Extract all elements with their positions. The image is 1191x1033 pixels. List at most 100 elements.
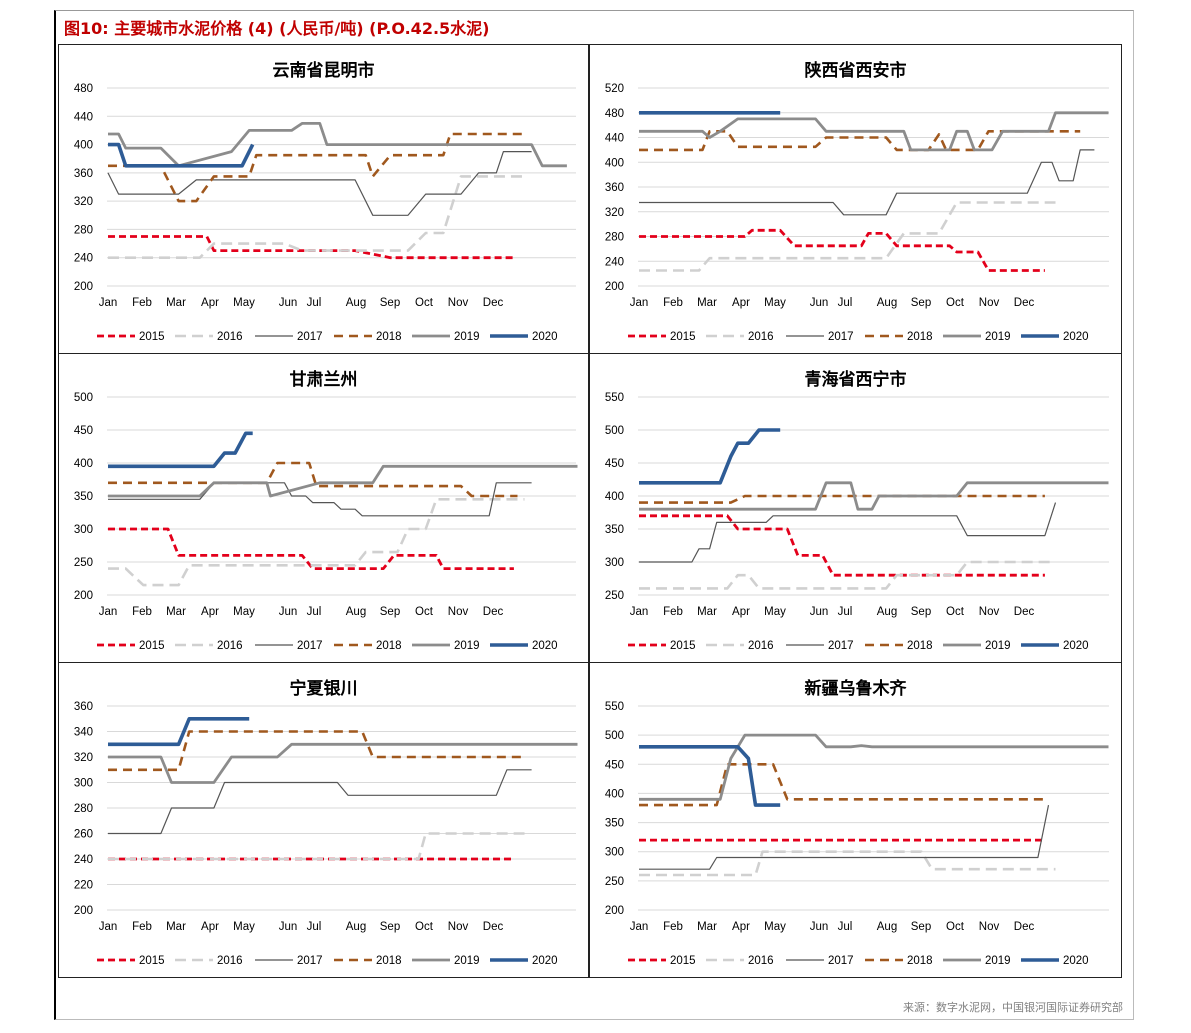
legend-label-2017: 2017 [297, 955, 323, 967]
legend-label-2018: 2018 [907, 331, 933, 343]
x-tick-label: Aug [346, 606, 366, 618]
series-line-2019 [108, 464, 578, 498]
y-tick-label: 300 [74, 778, 93, 790]
y-tick-label: 500 [74, 392, 93, 404]
y-tick-label: 550 [605, 701, 624, 713]
chart-svg: 陕西省西安市 200 240 280 320 360 400 440 480 520 Jan Feb M… [605, 60, 1109, 343]
chart-panel-xian: 陕西省西安市 200 240 280 320 360 400 440 480 520 Jan Feb M… [589, 44, 1122, 354]
x-tick-label: Dec [483, 606, 504, 618]
x-tick-label: Sep [911, 921, 931, 933]
y-tick-label: 350 [605, 524, 624, 536]
legend-label-2015: 2015 [670, 955, 696, 967]
chart-svg: 新疆乌鲁木齐 200 250 300 350 400 450 500 550 Jan Feb Mar A… [605, 678, 1109, 967]
x-tick-label: Sep [911, 606, 931, 618]
legend-label-2018: 2018 [376, 640, 402, 652]
y-tick-label: 300 [605, 847, 624, 859]
series-line-2019 [639, 733, 1109, 801]
legend-label-2016: 2016 [748, 640, 774, 652]
x-tick-label: Oct [415, 606, 434, 618]
y-tick-label: 360 [605, 182, 624, 194]
y-tick-label: 400 [605, 788, 624, 800]
chart-panel-kunming: 云南省昆明市 200 240 280 320 360 400 440 480 Jan Feb Mar A… [58, 44, 589, 354]
x-tick-label: Jul [838, 606, 853, 618]
y-tick-label: 200 [74, 905, 93, 917]
y-tick-label: 240 [74, 854, 93, 866]
x-tick-label: Feb [132, 921, 152, 933]
x-tick-label: Nov [448, 606, 469, 618]
chart-title: 甘肃兰州 [290, 369, 358, 389]
y-tick-label: 520 [605, 83, 624, 95]
x-tick-label: May [764, 921, 786, 933]
legend-label-2015: 2015 [139, 955, 165, 967]
x-tick-label: May [233, 921, 255, 933]
legend-label-2019: 2019 [454, 640, 480, 652]
chart-svg: 甘肃兰州 200 250 300 350 400 450 500 Jan Feb Mar Apr May… [74, 369, 578, 652]
x-tick-label: Jan [630, 297, 649, 309]
y-tick-label: 360 [74, 701, 93, 713]
x-tick-label: Jul [307, 921, 322, 933]
y-tick-label: 300 [74, 524, 93, 536]
series-line-2016 [108, 175, 525, 259]
y-tick-label: 360 [74, 168, 93, 180]
series-line-2018 [639, 494, 1045, 504]
x-tick-label: Oct [946, 297, 965, 309]
series-line-2019 [639, 111, 1109, 152]
chart-title: 云南省昆明市 [273, 60, 375, 80]
x-tick-label: Dec [483, 297, 504, 309]
series-line-2019 [108, 122, 567, 168]
x-tick-label: Feb [663, 921, 683, 933]
y-tick-label: 200 [605, 905, 624, 917]
y-tick-label: 300 [605, 557, 624, 569]
series-line-2016 [108, 498, 525, 587]
x-tick-label: Mar [697, 297, 717, 309]
legend-label-2019: 2019 [454, 955, 480, 967]
legend-label-2018: 2018 [376, 331, 402, 343]
x-tick-label: Sep [380, 297, 400, 309]
series-line-2018 [108, 730, 525, 772]
series-line-2018 [108, 132, 525, 203]
y-tick-label: 500 [605, 425, 624, 437]
x-tick-label: Nov [979, 606, 1000, 618]
series-line-2016 [639, 201, 1056, 272]
x-tick-label: Dec [1014, 606, 1035, 618]
series-line-2015 [108, 527, 514, 571]
x-tick-label: Mar [697, 921, 717, 933]
legend-label-2020: 2020 [532, 331, 558, 343]
chart-title: 宁夏银川 [290, 678, 358, 698]
x-tick-label: Nov [448, 921, 469, 933]
series-line-2015 [108, 235, 514, 260]
x-tick-label: May [233, 297, 255, 309]
legend-label-2015: 2015 [139, 331, 165, 343]
y-tick-label: 440 [74, 111, 93, 123]
series-line-2017 [639, 804, 1050, 870]
y-tick-label: 240 [74, 253, 93, 265]
x-tick-label: Aug [346, 921, 366, 933]
y-tick-label: 350 [74, 491, 93, 503]
chart-panel-urumqi: 新疆乌鲁木齐 200 250 300 350 400 450 500 550 Jan Feb Mar A… [589, 662, 1122, 978]
x-tick-label: Jul [838, 921, 853, 933]
series-line-2019 [639, 481, 1109, 511]
y-tick-label: 280 [74, 803, 93, 815]
x-tick-label: Aug [877, 921, 897, 933]
chart-panel-lanzhou: 甘肃兰州 200 250 300 350 400 450 500 Jan Feb Mar Apr May… [58, 353, 589, 663]
legend-label-2020: 2020 [1063, 640, 1089, 652]
y-tick-label: 260 [74, 829, 93, 841]
y-tick-label: 480 [605, 108, 624, 120]
x-tick-label: Oct [415, 921, 434, 933]
legend-label-2016: 2016 [217, 331, 243, 343]
x-tick-label: Apr [732, 921, 750, 933]
x-tick-label: Feb [132, 297, 152, 309]
x-tick-label: Dec [483, 921, 504, 933]
legend-label-2016: 2016 [748, 331, 774, 343]
x-tick-label: Jan [99, 297, 118, 309]
legend-label-2018: 2018 [907, 640, 933, 652]
x-tick-label: Oct [946, 606, 965, 618]
x-tick-label: Feb [663, 297, 683, 309]
x-tick-label: Oct [415, 297, 434, 309]
source-note: 来源：数字水泥网，中国银河国际证券研究部 [903, 1001, 1123, 1014]
x-tick-label: Nov [979, 921, 1000, 933]
y-tick-label: 440 [605, 133, 624, 145]
series-line-2020 [108, 431, 253, 469]
x-tick-label: Sep [380, 921, 400, 933]
series-line-2017 [639, 502, 1057, 563]
